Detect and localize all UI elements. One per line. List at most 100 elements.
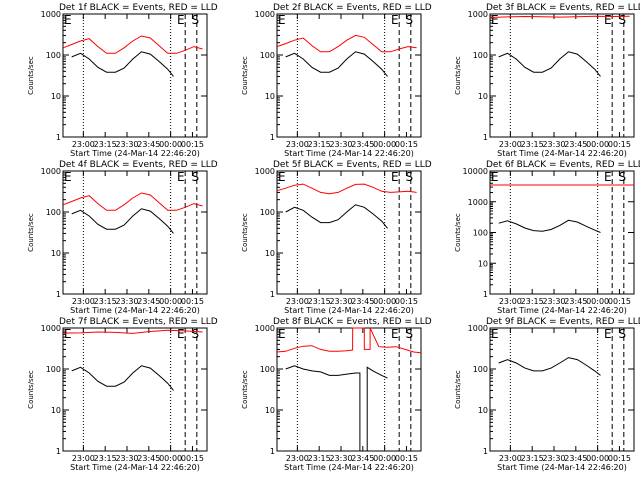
panel-2-ytick-label: 1000 xyxy=(255,10,275,19)
panel-6-ytick-label: 1000 xyxy=(468,198,488,207)
panel-6-xtick-label: 23:00 xyxy=(499,297,522,306)
panel-4-xtick-label: 00:00 xyxy=(159,297,182,306)
panel-8-marker-S: S xyxy=(406,327,414,341)
panel-3-ytick-label: 100 xyxy=(473,51,488,60)
panel-1-ytick-label: 1 xyxy=(56,133,61,142)
panel-8-xtick-label: 23:15 xyxy=(308,454,331,463)
panel-5-xtick-label: 00:15 xyxy=(395,297,418,306)
panel-2-ylabel: Counts/sec xyxy=(241,56,249,95)
panel-8-ytick-label: 1 xyxy=(270,447,275,456)
panel-5-frame xyxy=(276,170,422,295)
panel-7-ytick-label: 1 xyxy=(56,447,61,456)
panel-9-frame xyxy=(489,327,635,452)
panel-1-ytick-label: 10 xyxy=(51,92,61,101)
panel-3-xtick-label: 00:15 xyxy=(608,140,631,149)
panel-7-series-events xyxy=(71,365,174,391)
panel-5-xtick-label: 23:00 xyxy=(286,297,309,306)
panel-5-series-lld xyxy=(276,183,417,195)
panel-8-xtick-label: 23:45 xyxy=(351,454,374,463)
panel-5-xtick-label: 23:30 xyxy=(329,297,352,306)
panel-6-xtick-label: 23:30 xyxy=(542,297,565,306)
panel-7-frame xyxy=(62,327,208,452)
panel-5-marker-E: E xyxy=(391,170,399,184)
panel-6-xtick-label: 23:15 xyxy=(521,297,544,306)
panel-4-xtick-label: 23:15 xyxy=(94,297,117,306)
panel-7-ytick-label: 10 xyxy=(51,406,61,415)
panel-5-ytick-label: 10 xyxy=(265,249,275,258)
panel-4-title: Det 4f BLACK = Events, RED = LLD xyxy=(59,160,218,170)
panel-7-xtick-label: 23:00 xyxy=(72,454,95,463)
panel-5-xtick-label: 00:00 xyxy=(373,297,396,306)
panel-2-ytick-label: 1 xyxy=(270,133,275,142)
panel-8-xtick-label: 23:30 xyxy=(329,454,352,463)
panel-9-xtick-label: 00:00 xyxy=(586,454,609,463)
panel-9-series-events xyxy=(498,357,601,376)
panel-5-ytick-label: 1 xyxy=(270,290,275,299)
panel-4-series-events xyxy=(71,208,174,234)
panel-3-xtick-label: 23:15 xyxy=(521,140,544,149)
panel-2-series-events xyxy=(285,51,388,77)
panel-3-xtick-label: 23:30 xyxy=(542,140,565,149)
panel-2-corner-marker: E xyxy=(278,13,286,27)
panel-7-marker-E: E xyxy=(177,327,185,341)
panel-7-xtick-label: 00:15 xyxy=(181,454,204,463)
panel-3-xtick-label: 00:00 xyxy=(586,140,609,149)
panel-6-xtick-label: 00:15 xyxy=(608,297,631,306)
panel-9-ytick-label: 1000 xyxy=(468,324,488,333)
panel-4-ytick-label: 1 xyxy=(56,290,61,299)
panel-9-ylabel: Counts/sec xyxy=(454,370,462,409)
panel-3-series-events xyxy=(498,51,601,77)
panel-8-corner-marker: E xyxy=(278,327,286,341)
panel-6-series-events xyxy=(498,219,601,233)
panel-3-title: Det 3f BLACK = Events, RED = LLD xyxy=(486,3,640,13)
panel-7-marker-S: S xyxy=(192,327,200,341)
panel-1-marker-S: S xyxy=(192,13,200,27)
panel-9-xtick-label: 23:30 xyxy=(542,454,565,463)
panel-1-marker-E: E xyxy=(177,13,185,27)
panel-4-xtick-label: 23:00 xyxy=(72,297,95,306)
panel-4-corner-marker: E xyxy=(64,170,72,184)
panel-1-frame xyxy=(62,13,208,138)
panel-6-marker-S: S xyxy=(619,170,627,184)
panel-4-ytick-label: 10 xyxy=(51,249,61,258)
panel-9-title: Det 9f BLACK = Events, RED = LLD xyxy=(486,317,640,327)
panel-7-xtick-label: 23:45 xyxy=(137,454,160,463)
panel-8-xtick-label: 00:00 xyxy=(373,454,396,463)
panel-5-series-events xyxy=(285,204,388,229)
panel-5-ytick-label: 100 xyxy=(260,208,275,217)
panel-7-xtick-label: 00:00 xyxy=(159,454,182,463)
panel-2-xtick-label: 23:45 xyxy=(351,140,374,149)
panel-1-xtick-label: 00:15 xyxy=(181,140,204,149)
panel-6-xlabel: Start Time (24-Mar-14 22:46:20) xyxy=(497,306,627,315)
panel-2-frame xyxy=(276,13,422,138)
panel-9-xtick-label: 23:45 xyxy=(564,454,587,463)
panel-8-ytick-label: 10 xyxy=(265,406,275,415)
panel-4-frame xyxy=(62,170,208,295)
panel-3-xtick-label: 23:00 xyxy=(499,140,522,149)
panel-1-xtick-label: 00:00 xyxy=(159,140,182,149)
panel-2-marker-S: S xyxy=(406,13,414,27)
panel-8-xtick-label: 23:00 xyxy=(286,454,309,463)
panel-6-xtick-label: 23:45 xyxy=(564,297,587,306)
panel-8-xtick-label: 00:15 xyxy=(395,454,418,463)
panel-1-series-lld xyxy=(62,35,203,54)
panel-7-xlabel: Start Time (24-Mar-14 22:46:20) xyxy=(70,463,200,472)
panel-3-series-lld xyxy=(489,15,630,18)
panel-1-ytick-label: 1000 xyxy=(41,10,61,19)
panel-4-marker-S: S xyxy=(192,170,200,184)
panel-1-xtick-label: 23:15 xyxy=(94,140,117,149)
panel-2-ytick-label: 100 xyxy=(260,51,275,60)
panel-1-xtick-label: 23:00 xyxy=(72,140,95,149)
panel-4-xlabel: Start Time (24-Mar-14 22:46:20) xyxy=(70,306,200,315)
panel-5-corner-marker: E xyxy=(278,170,286,184)
panel-1-ytick-label: 100 xyxy=(46,51,61,60)
panel-4-ytick-label: 1000 xyxy=(41,167,61,176)
panel-2-xtick-label: 23:15 xyxy=(308,140,331,149)
panel-9-marker-E: E xyxy=(604,327,612,341)
panel-9-ytick-label: 100 xyxy=(473,365,488,374)
panel-3-xlabel: Start Time (24-Mar-14 22:46:20) xyxy=(497,149,627,158)
panel-2-xlabel: Start Time (24-Mar-14 22:46:20) xyxy=(284,149,414,158)
panel-7-title: Det 7f BLACK = Events, RED = LLD xyxy=(59,317,218,327)
panel-5-marker-S: S xyxy=(406,170,414,184)
panel-9-ytick-label: 10 xyxy=(478,406,488,415)
